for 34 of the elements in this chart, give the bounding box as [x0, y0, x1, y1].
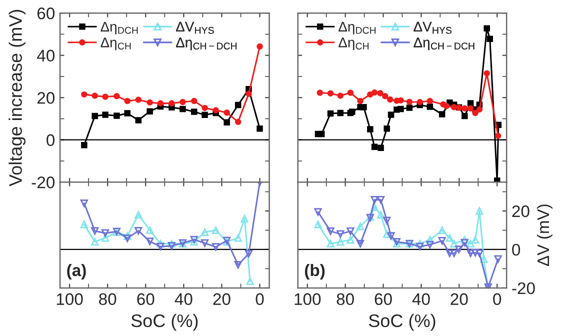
x-tick-label: 40 [412, 293, 430, 306]
y-tick-label: 0 [46, 134, 55, 146]
y2-tick-label: -20 [512, 282, 535, 294]
x-tick-label: 20 [450, 293, 468, 306]
y-tick-label: 40 [37, 50, 55, 62]
annotation: (a) [67, 264, 86, 280]
x-tick-label: 100 [294, 293, 321, 306]
x-axis-title: SoC (%) [368, 314, 436, 331]
legend-label: ΔV$_{HYS}$ [176, 22, 214, 34]
y-tick-label: -20 [32, 176, 55, 188]
x-tick-label: 60 [137, 293, 154, 306]
y-tick-label: 60 [37, 8, 55, 20]
y-tick-label: 20 [37, 92, 55, 104]
legend-label: Δη$_{DCH}$ [100, 22, 138, 34]
annotation: (b) [304, 264, 325, 280]
y2-tick-label: 20 [512, 205, 530, 218]
legend-label: ΔV$_{HYS}$ [414, 22, 452, 34]
x-tick-label: 40 [174, 293, 192, 306]
x-tick-label: 100 [56, 293, 83, 306]
y-axis-title: Voltage increase (mV) [8, 10, 26, 186]
legend-label: Δη$_{CH−DCH}$ [176, 38, 237, 50]
legend-label: Δη$_{CH}$ [338, 38, 369, 50]
y2-tick-label: 0 [512, 244, 520, 256]
x-axis-title: SoC (%) [131, 314, 198, 331]
x-tick-label: 20 [213, 293, 230, 306]
legend-label: Δη$_{DCH}$ [338, 22, 376, 34]
x-tick-label: 80 [336, 293, 354, 306]
legend-label: Δη$_{CH}$ [100, 38, 131, 50]
x-tick-label: 0 [493, 293, 502, 306]
x-tick-label: 80 [99, 293, 116, 306]
y2-axis-title: ΔV (mV) [536, 204, 552, 266]
x-tick-label: 60 [374, 293, 392, 306]
x-tick-label: 0 [256, 293, 264, 306]
legend-label: Δη$_{CH−DCH}$ [414, 38, 474, 50]
